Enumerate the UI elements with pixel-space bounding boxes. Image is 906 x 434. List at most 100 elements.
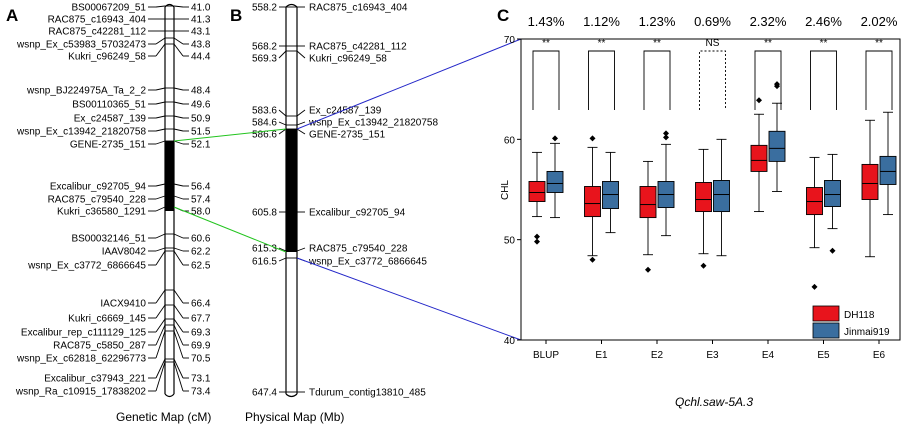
physical-marker-connector-right (296, 128, 306, 135)
genetic-marker-position: 69.3 (191, 328, 211, 339)
genetic-marker-connector-right (173, 247, 184, 252)
physical-marker-position: 615.3 (252, 244, 277, 255)
significance-bracket (754, 50, 782, 110)
significance-bracket (699, 50, 726, 110)
physical-marker-position: 605.8 (252, 208, 277, 219)
genetic-marker-connector-left (155, 247, 166, 252)
box-dh118-e1 (584, 135, 601, 263)
x-tick-label: E6 (873, 350, 886, 361)
genetic-marker-position: 73.1 (191, 374, 211, 385)
outlier-point (663, 130, 669, 137)
plot-frame (520, 38, 901, 341)
genetic-marker-name: Kukri_c36580_1291 (57, 207, 146, 218)
significance-mark: ** (598, 38, 606, 49)
genetic-marker-name: wsnp_Ra_c10915_17838202 (15, 387, 147, 398)
box-jinmai919-e2 (657, 130, 675, 237)
connector-genetic-physical-bottom (173, 206, 287, 253)
genetic-marker-connector-right (173, 128, 184, 132)
physical-chromosome (285, 3, 298, 398)
percent-label: 2.32% (750, 14, 787, 29)
panel-label-b: B (230, 6, 242, 25)
physical-map-xlabel: Physical Map (Mb) (245, 410, 344, 424)
physical-marker-position: 584.6 (252, 118, 277, 129)
genetic-marker-name: wsnp_Ex_c13942_21820758 (16, 127, 146, 138)
genetic-chromosome (164, 3, 175, 398)
genetic-marker-position: 62.5 (191, 261, 211, 272)
genetic-marker-connector-left (155, 361, 166, 392)
physical-marker-connector-right (296, 121, 306, 126)
genetic-marker-position: 67.7 (191, 314, 211, 325)
y-tick-label: 60 (504, 135, 516, 146)
outlier-point (534, 238, 540, 245)
significance-mark: ** (653, 38, 661, 49)
legend: DH118 Jinmai919 (812, 305, 890, 339)
genetic-marker-name: RAC875_c79540_228 (48, 195, 147, 206)
connector-physical-chart-bottom (296, 257, 522, 341)
percent-label: 2.02% (861, 14, 898, 29)
genetic-marker-name: wsnp_Ex_c62818_62296773 (16, 354, 146, 365)
panel-label-a: A (6, 6, 18, 25)
outlier-point (811, 283, 818, 290)
x-tick-label: E4 (762, 350, 775, 361)
box-iqr (695, 182, 712, 213)
box-iqr (713, 180, 730, 213)
physical-marker-name: RAC875_c16943_404 (309, 3, 408, 14)
physical-marker-connector-left (278, 121, 287, 126)
genetic-marker-name: wsnp_BJ224975A_Ta_2_2 (26, 86, 146, 97)
significance-mark: ** (542, 38, 550, 49)
significance-mark: ** (820, 38, 828, 49)
box-iqr (602, 181, 619, 210)
physical-marker-name: RAC875_c42281_112 (309, 42, 407, 53)
physical-marker-name: Excalibur_c92705_94 (309, 208, 406, 219)
genetic-marker-position: 52.1 (191, 140, 211, 151)
connector-genetic-physical-top (173, 128, 287, 142)
outlier-point (589, 256, 596, 263)
outlier-point (756, 97, 762, 104)
x-tick-label: E5 (817, 350, 830, 361)
genetic-marker-connector-right (173, 361, 184, 392)
genetic-marker-connector-right (173, 5, 184, 8)
genetic-marker-name: BS00067209_51 (71, 3, 146, 14)
genetic-marker-connector-left (155, 37, 166, 45)
genetic-marker-connector-right (173, 87, 184, 91)
genetic-marker-connector-left (155, 195, 166, 200)
significance-mark: ** (875, 38, 883, 49)
genetic-marker-connector-left (155, 183, 166, 187)
physical-marker-name: Tdurum_contig13810_485 (309, 388, 426, 399)
percent-label: 1.12% (583, 14, 620, 29)
physical-marker-position: 568.2 (252, 42, 277, 53)
legend-swatch-dh118 (812, 305, 840, 322)
genetic-marker-name: BS00032146_51 (71, 234, 146, 245)
box-iqr (528, 181, 546, 202)
genetic-marker-position: 73.4 (191, 387, 211, 398)
genetic-marker-position: 44.4 (191, 52, 211, 63)
box-jinmai919-blup (546, 135, 564, 219)
y-tick-label: 50 (504, 236, 516, 247)
genetic-marker-name: IAAV8042 (102, 247, 147, 258)
genetic-marker-name: RAC875_c42281_112 (48, 27, 146, 38)
genetic-marker-connector-left (155, 358, 166, 379)
outlier-point (700, 262, 707, 269)
genetic-marker-name: IACX9410 (100, 299, 146, 310)
genetic-marker-position: 58.0 (191, 207, 211, 218)
box-dh118-e2 (639, 160, 657, 273)
significance-bracket (643, 50, 671, 110)
genetic-marker-connector-right (173, 233, 184, 239)
significance-bracket (532, 50, 560, 110)
genetic-marker-connector-left (155, 206, 166, 212)
genetic-marker-position: 69.9 (191, 341, 211, 352)
genetic-marker-position: 60.6 (191, 234, 211, 245)
genetic-map-xlabel: Genetic Map (cM) (116, 410, 211, 424)
genetic-marker-connector-right (173, 140, 184, 145)
genetic-marker-name: GENE-2735_151 (70, 140, 147, 151)
genetic-marker-connector-left (155, 318, 166, 333)
percent-label: 1.43% (528, 14, 565, 29)
legend-label-dh118: DH118 (844, 310, 875, 321)
genetic-marker-position: 43.8 (191, 40, 211, 51)
outlier-point (534, 233, 540, 240)
significance-bracket (865, 50, 893, 110)
genetic-marker-position: 41.0 (191, 3, 211, 14)
y-axis-label: CHL (500, 180, 511, 200)
genetic-marker-connector-right (173, 324, 184, 346)
genetic-marker-connector-right (173, 318, 184, 333)
